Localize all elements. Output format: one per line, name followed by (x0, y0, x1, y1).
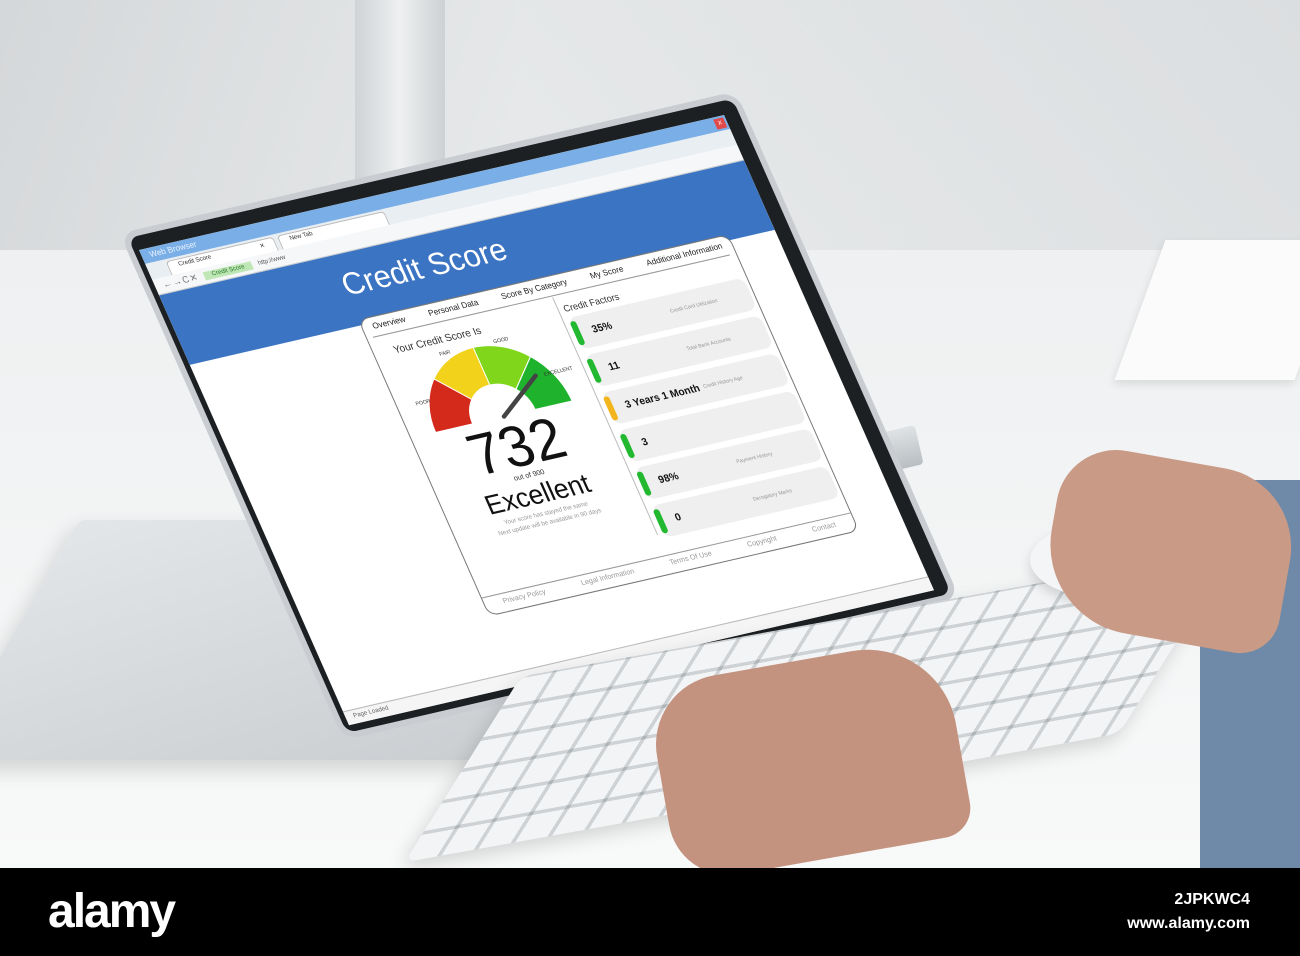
close-icon[interactable]: x (713, 117, 728, 130)
score-card: Overview Personal Data Score By Category… (357, 234, 860, 617)
gauge-label: FAIR (438, 350, 452, 358)
score-gauge: POOR FAIR GOOD EXCELLENT (414, 336, 574, 434)
legal-information-link[interactable]: Legal Information (579, 568, 636, 588)
factor-value: 11 (606, 359, 622, 373)
nav-overview[interactable]: Overview (370, 314, 408, 331)
gauge-label: POOR (414, 399, 431, 408)
image-id: 2JPKWC4 (1174, 891, 1250, 908)
factor-value: 35% (589, 319, 615, 336)
terms-of-use-link[interactable]: Terms Of Use (668, 550, 714, 567)
watermark-bar: alamy 2JPKWC4 www.alamy.com (0, 868, 1300, 956)
score-panel: Your Credit Score Is POOR FAIR GOOD EXCELLE… (367, 297, 659, 578)
factor-value: 0 (672, 511, 684, 524)
laptop-screen: Web Browser x Credit Score ✕ New Tab ←→C✕ … (139, 115, 934, 726)
factor-value: 3 (639, 435, 650, 449)
url-field[interactable]: http://www (256, 254, 287, 267)
gauge-label: GOOD (492, 336, 510, 345)
factor-label: Payment History (735, 451, 774, 466)
window-frame (355, 0, 445, 200)
factor-label: Credit History Age (702, 374, 745, 390)
factor-label: Derogatory Marks (752, 487, 794, 503)
site-url: www.alamy.com (1127, 915, 1250, 932)
factor-value: 3 Years 1 Month (623, 382, 702, 411)
factor-label: Total Bank Accounts (685, 336, 733, 353)
factor-label: Credit Card Utilization (668, 297, 719, 315)
copyright-link[interactable]: Copyright (746, 535, 779, 549)
alamy-logo: alamy (48, 885, 176, 938)
tab-close-icon[interactable]: ✕ (258, 243, 267, 251)
factor-value: 98% (656, 470, 681, 486)
image-info: 2JPKWC4 www.alamy.com (1127, 888, 1250, 936)
privacy-policy-link[interactable]: Privacy Policy (501, 588, 548, 606)
contact-link[interactable]: Contact (810, 521, 838, 534)
gauge-label: EXCELLENT (542, 366, 574, 378)
gauge-needle (501, 373, 538, 419)
nav-my-score[interactable]: My Score (588, 264, 626, 281)
